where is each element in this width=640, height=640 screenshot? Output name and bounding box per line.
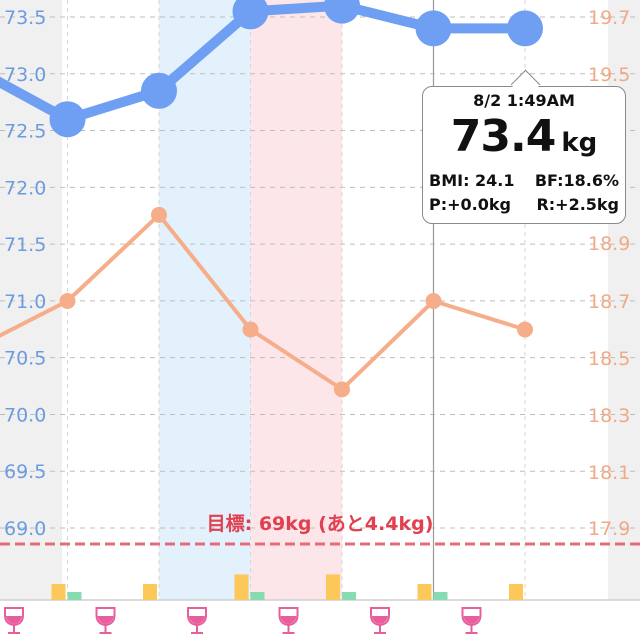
wine-glass-icon bbox=[187, 607, 207, 634]
goal-label: 目標: 69kg (あと4.4kg) bbox=[207, 512, 434, 535]
tooltip-bmi: BMI: 24.1 bbox=[429, 171, 515, 190]
wine-glass-icon bbox=[278, 607, 299, 634]
wine-fill bbox=[189, 616, 205, 624]
right-axis-ticks: 19.7 19.5 18.9 18.7 18.5 18.3 18.1 17.9 bbox=[588, 7, 630, 540]
wine-glass-icon bbox=[95, 607, 116, 634]
wine-glass-icon bbox=[4, 607, 24, 634]
tooltip-time: 8/2 1:49AM bbox=[473, 91, 575, 110]
activity-bar-yellow bbox=[509, 584, 523, 600]
left-tick-label: 71.0 bbox=[4, 291, 46, 313]
left-tick-label: 72.0 bbox=[4, 177, 46, 199]
left-tick-label: 71.5 bbox=[4, 234, 46, 256]
body-fat-point bbox=[334, 381, 350, 398]
left-axis-ticks: 73.5 73.0 72.5 72.0 71.5 71.0 70.5 70.0 69.5 69.0 bbox=[4, 7, 46, 540]
body-fat-point bbox=[425, 293, 442, 309]
left-tick-label: 73.5 bbox=[4, 7, 46, 29]
tooltip-row-1: BMI: 24.1 BF:18.6% bbox=[429, 171, 619, 190]
activity-bar-yellow bbox=[326, 574, 340, 600]
right-tick-label: 18.1 bbox=[588, 462, 630, 484]
tooltip-weight: 73.4 kg bbox=[423, 111, 625, 162]
weight-point bbox=[324, 0, 360, 24]
wine-fill bbox=[97, 616, 114, 624]
left-tick-label: 72.5 bbox=[4, 121, 46, 143]
tooltip-r: R:+2.5kg bbox=[536, 195, 619, 214]
tooltip-bf: BF:18.6% bbox=[534, 171, 619, 190]
body-fat-point bbox=[517, 321, 533, 338]
selected-point-tooltip: 8/2 1:49AM 73.4 kg BMI: 24.1 BF:18.6% P:+… bbox=[422, 69, 626, 224]
wine-bowl bbox=[4, 607, 24, 627]
wine-fill bbox=[280, 616, 297, 624]
activity-bar-green bbox=[433, 592, 448, 600]
activity-bars bbox=[51, 574, 523, 600]
activity-bar-green bbox=[250, 592, 265, 600]
activity-bar-green bbox=[67, 592, 82, 600]
wine-bowl bbox=[278, 607, 299, 627]
wine-icons bbox=[4, 607, 482, 634]
tooltip-weight-value: 73.4 bbox=[450, 111, 557, 162]
weight-series bbox=[0, 0, 543, 138]
body-fat-point bbox=[151, 206, 167, 223]
wine-fill bbox=[372, 616, 388, 624]
tooltip-weight-unit: kg bbox=[561, 128, 598, 158]
weight-point bbox=[415, 10, 452, 47]
goal-line-group: 目標: 69kg (あと4.4kg) bbox=[0, 512, 640, 546]
activity-bar-yellow bbox=[51, 584, 66, 600]
body-fat-point bbox=[59, 293, 76, 309]
wine-bowl bbox=[461, 607, 482, 627]
left-tick-label: 70.5 bbox=[4, 348, 46, 370]
weight-point bbox=[49, 101, 86, 138]
left-tick-label: 70.0 bbox=[4, 404, 46, 426]
tooltip-p: P:+0.0kg bbox=[429, 195, 511, 214]
wine-fill bbox=[463, 616, 480, 624]
wine-bowl bbox=[187, 607, 207, 627]
wine-bowl bbox=[95, 607, 116, 627]
left-tick-label: 69.0 bbox=[4, 518, 46, 540]
left-tick-label: 69.5 bbox=[4, 461, 46, 483]
wine-bowl bbox=[370, 607, 390, 627]
right-tick-label: 17.9 bbox=[588, 518, 630, 540]
weight-point bbox=[141, 72, 177, 109]
right-tick-label: 18.9 bbox=[588, 233, 630, 255]
left-tick-label: 73.0 bbox=[4, 64, 46, 86]
right-tick-label: 18.5 bbox=[588, 348, 630, 370]
weight-point bbox=[507, 10, 543, 47]
body-fat-point bbox=[242, 321, 259, 338]
wine-glass-icon bbox=[461, 607, 482, 634]
body-fat-series bbox=[0, 206, 533, 398]
activity-bar-yellow bbox=[143, 584, 157, 600]
tooltip-row-2: P:+0.0kg R:+2.5kg bbox=[429, 195, 619, 214]
right-tick-label: 19.5 bbox=[588, 64, 630, 86]
right-tick-label: 18.7 bbox=[588, 291, 630, 313]
activity-bar-yellow bbox=[417, 584, 432, 600]
wine-fill bbox=[6, 616, 22, 624]
highlight-band-pink bbox=[250, 0, 342, 600]
activity-bar-yellow bbox=[234, 574, 249, 600]
wine-glass-icon bbox=[370, 607, 390, 634]
right-tick-label: 18.3 bbox=[588, 405, 630, 427]
weight-point bbox=[232, 0, 269, 30]
right-tick-label: 19.7 bbox=[588, 7, 630, 29]
activity-bar-green bbox=[342, 592, 356, 600]
